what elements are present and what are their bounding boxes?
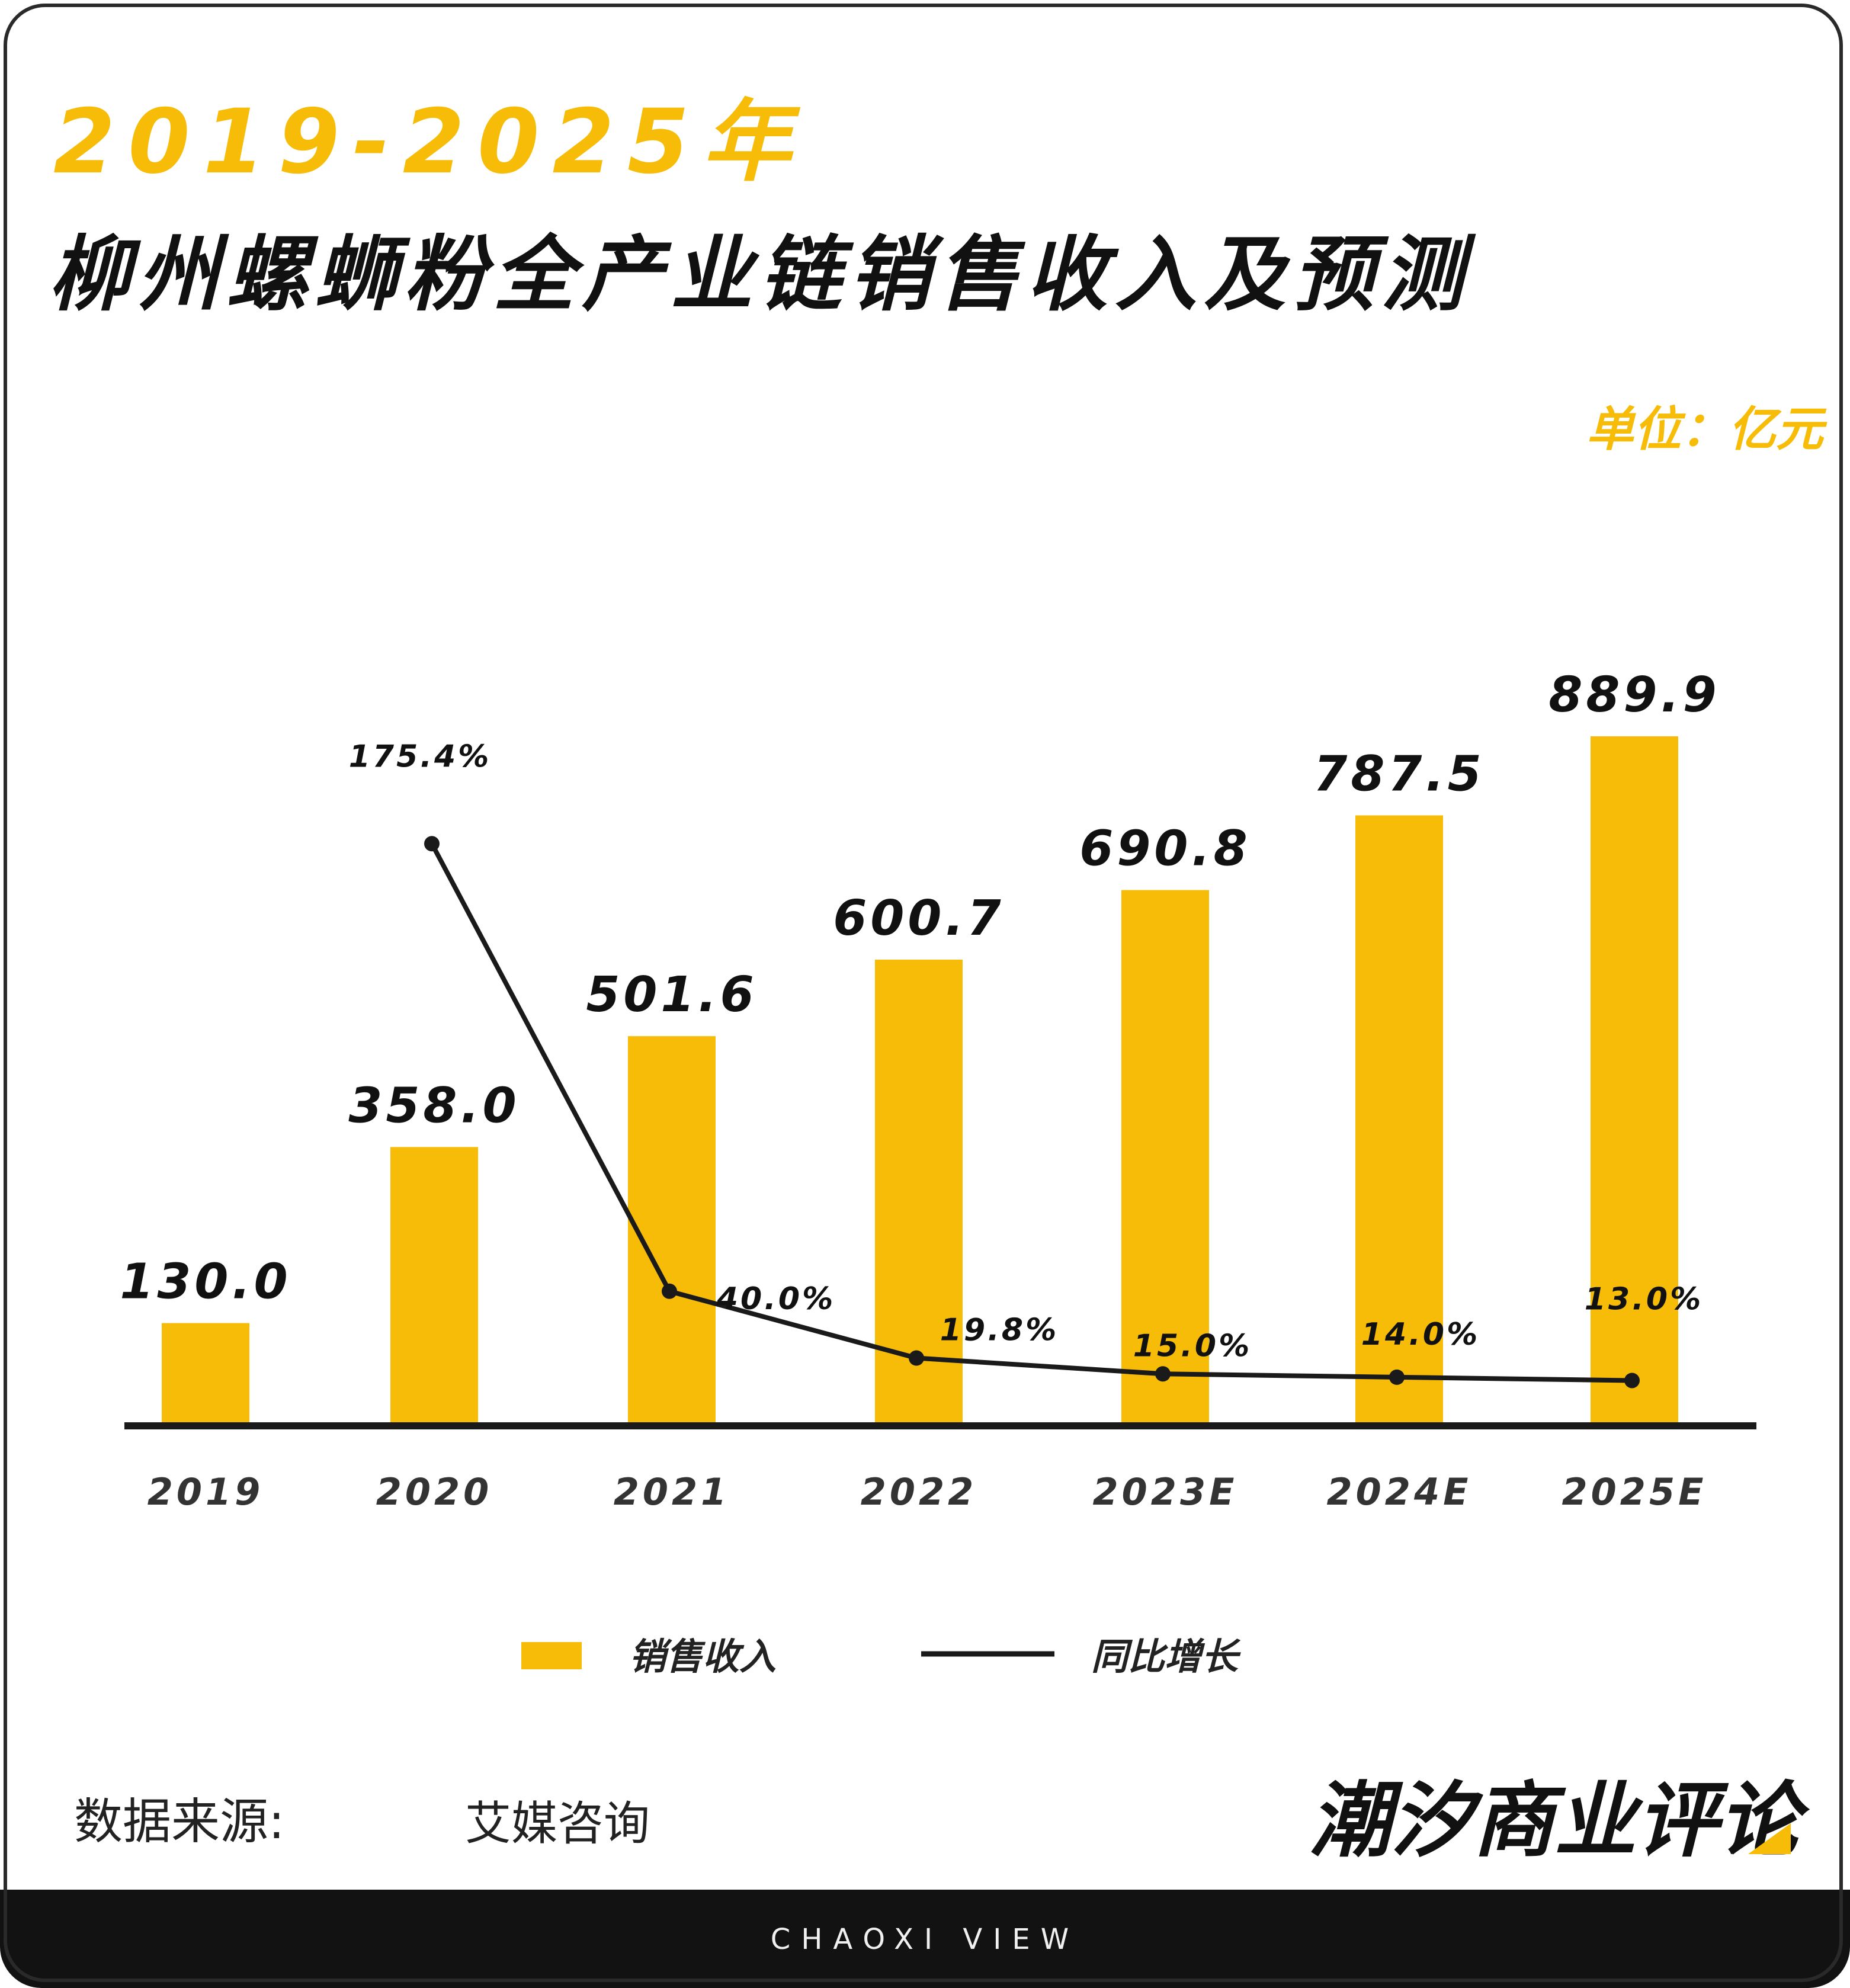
footer-bar bbox=[0, 1890, 1850, 1988]
bar-data-labels: 130.0 358.0 501.6 600.7 690.8 787.5 889.9 bbox=[120, 667, 1720, 1310]
bar-label-2020: 358.0 bbox=[348, 1078, 520, 1134]
line-series bbox=[424, 836, 1640, 1389]
x-tick-2023E: 2023E bbox=[1093, 1470, 1238, 1514]
chart-title-years: 2019-2025年 bbox=[53, 91, 804, 194]
bar-label-2022: 600.7 bbox=[833, 890, 1004, 947]
x-tick-2022: 2022 bbox=[861, 1470, 977, 1514]
bar-2020 bbox=[390, 1147, 478, 1423]
source-value: 艾媒咨询 bbox=[465, 1797, 650, 1851]
growth-label-2022: 19.8% bbox=[940, 1313, 1059, 1348]
legend: 销售收入 同比增长 bbox=[521, 1635, 1241, 1678]
growth-label-2025E: 13.0% bbox=[1585, 1281, 1703, 1317]
bar-label-2025E: 889.9 bbox=[1548, 667, 1720, 723]
bar-label-2021: 501.6 bbox=[586, 967, 757, 1023]
x-tick-2024E: 2024E bbox=[1327, 1470, 1472, 1514]
chart-title: 柳州螺蛳粉全产业链销售收入及预测 bbox=[49, 227, 1471, 322]
bar-2019 bbox=[162, 1323, 249, 1423]
bar-2022 bbox=[875, 959, 963, 1423]
source-label: 数据来源: bbox=[74, 1794, 285, 1850]
bar-label-2024E: 787.5 bbox=[1313, 746, 1485, 802]
growth-label-2020: 175.4% bbox=[349, 739, 492, 774]
footer-brand-text: CHAOXI VIEW bbox=[770, 1923, 1080, 1956]
growth-label-2024E: 14.0% bbox=[1361, 1317, 1480, 1352]
x-tick-labels: 2019 2020 2021 2022 2023E 2024E 2025E bbox=[148, 1470, 1707, 1514]
bar-2021 bbox=[628, 1036, 716, 1423]
legend-label-line: 同比增长 bbox=[1091, 1635, 1241, 1678]
growth-label-2021: 40.0% bbox=[716, 1281, 835, 1317]
growth-point-2022 bbox=[909, 1350, 924, 1366]
bar-label-2023E: 690.8 bbox=[1079, 821, 1251, 877]
growth-point-2025E bbox=[1624, 1373, 1640, 1389]
bar-2025E bbox=[1591, 736, 1678, 1423]
x-tick-2019: 2019 bbox=[148, 1470, 264, 1514]
logo-accent-icon bbox=[1748, 1823, 1791, 1854]
legend-swatch-bar bbox=[521, 1642, 582, 1669]
growth-point-2024E bbox=[1389, 1369, 1405, 1385]
growth-point-2020 bbox=[424, 836, 440, 852]
growth-point-2021 bbox=[662, 1283, 677, 1299]
legend-label-bar: 销售收入 bbox=[629, 1635, 776, 1678]
bar-series bbox=[162, 736, 1678, 1423]
unit-label: 单位：亿元 bbox=[1586, 402, 1823, 457]
growth-label-2023E: 15.0% bbox=[1133, 1328, 1252, 1364]
growth-line bbox=[429, 842, 1633, 1383]
bar-2024E bbox=[1355, 815, 1443, 1423]
x-tick-2021: 2021 bbox=[614, 1470, 730, 1514]
x-tick-2025E: 2025E bbox=[1562, 1470, 1707, 1514]
bar-2023E bbox=[1121, 890, 1209, 1423]
line-data-labels: 175.4% 40.0% 19.8% 15.0% 14.0% 13.0% bbox=[349, 739, 1703, 1364]
bar-label-2019: 130.0 bbox=[120, 1254, 291, 1310]
growth-point-2023E bbox=[1155, 1366, 1171, 1382]
brand-logo: 潮汐商业评论 bbox=[1309, 1773, 1800, 1868]
x-tick-2020: 2020 bbox=[376, 1470, 493, 1514]
combo-chart: 2019 2020 2021 2022 2023E 2024E 2025E 130.0 358… bbox=[120, 667, 1756, 1678]
